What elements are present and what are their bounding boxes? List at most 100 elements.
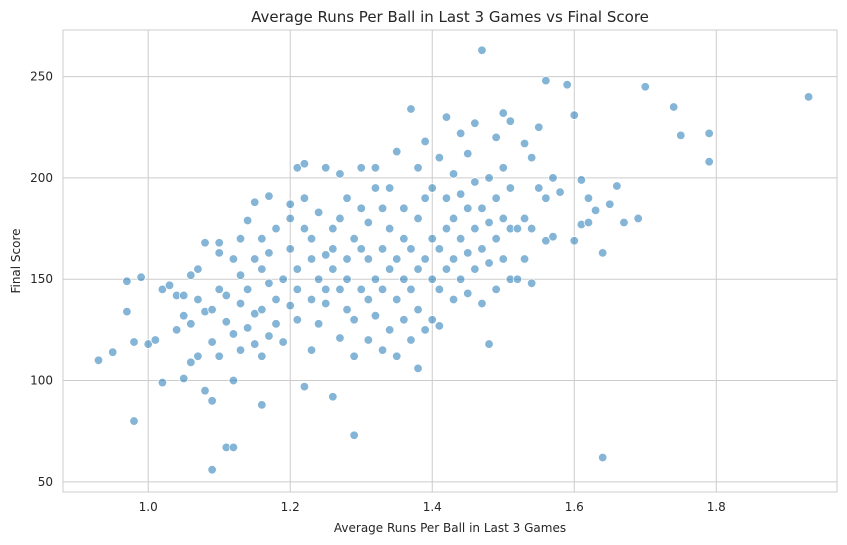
data-point <box>242 323 253 333</box>
data-point <box>448 254 459 264</box>
y-tick-label: 150 <box>30 272 53 286</box>
data-point <box>349 234 359 244</box>
data-point <box>250 339 260 349</box>
data-point <box>207 396 217 406</box>
data-point <box>477 298 487 309</box>
data-point <box>321 298 331 309</box>
data-point <box>250 254 260 264</box>
data-point <box>420 193 430 203</box>
data-point <box>534 122 544 132</box>
data-point <box>306 254 317 264</box>
data-point <box>264 278 274 288</box>
data-point <box>235 345 246 355</box>
data-point <box>427 274 437 284</box>
data-point <box>342 274 352 284</box>
data-point <box>498 254 508 264</box>
data-point <box>427 234 437 244</box>
data-point <box>285 213 295 224</box>
data-point <box>612 181 622 191</box>
data-point <box>235 234 246 244</box>
data-point <box>321 284 331 295</box>
data-point <box>342 193 352 203</box>
data-point <box>477 203 487 214</box>
data-point <box>228 375 239 386</box>
x-tick-label: 1.8 <box>707 500 726 514</box>
data-point <box>193 351 203 361</box>
data-point <box>335 213 345 224</box>
data-point <box>313 319 324 329</box>
data-point <box>200 238 210 248</box>
y-tick-label: 50 <box>38 475 53 489</box>
data-point <box>470 118 480 128</box>
data-point <box>448 169 459 179</box>
data-point <box>356 284 366 295</box>
data-point <box>370 163 381 173</box>
data-point <box>257 264 267 274</box>
data-point <box>491 132 501 143</box>
data-point <box>342 254 352 264</box>
data-point <box>370 311 381 321</box>
data-point <box>157 284 168 295</box>
data-point <box>413 363 423 374</box>
data-point <box>271 319 281 329</box>
data-point <box>122 276 132 286</box>
data-point <box>434 152 445 163</box>
data-point <box>93 355 104 365</box>
data-point <box>363 217 374 228</box>
data-point <box>441 193 452 203</box>
data-point <box>406 335 416 345</box>
data-point <box>441 264 452 274</box>
data-point <box>420 136 430 147</box>
data-point <box>640 82 650 92</box>
data-point <box>335 284 345 295</box>
data-point <box>484 173 494 183</box>
data-point <box>562 80 572 90</box>
data-point <box>257 304 267 315</box>
data-point <box>328 392 338 402</box>
data-point <box>157 377 168 388</box>
data-point <box>349 315 359 325</box>
data-point <box>299 381 310 392</box>
data-point <box>470 223 480 234</box>
data-point <box>193 294 203 305</box>
data-point <box>434 244 445 254</box>
data-point <box>541 236 551 246</box>
data-point <box>335 333 345 343</box>
data-point <box>179 311 189 321</box>
data-point <box>569 110 579 120</box>
data-point <box>491 284 501 295</box>
data-point <box>250 197 260 207</box>
data-point <box>427 315 437 325</box>
data-point <box>434 284 445 295</box>
data-point <box>164 280 175 291</box>
data-point <box>704 128 714 139</box>
data-point <box>257 400 267 410</box>
data-point <box>455 189 466 199</box>
data-point <box>455 128 466 139</box>
data-point <box>193 264 203 274</box>
data-point <box>179 290 189 301</box>
data-point <box>399 315 409 325</box>
data-point <box>271 223 281 234</box>
data-point <box>505 116 516 126</box>
x-tick-label: 1.0 <box>139 500 158 514</box>
data-point <box>392 294 402 305</box>
data-point <box>370 183 381 193</box>
data-point <box>349 430 359 440</box>
data-point <box>377 345 388 355</box>
data-point <box>299 159 310 169</box>
data-point <box>292 315 303 325</box>
data-point <box>448 213 459 224</box>
data-point <box>214 351 224 361</box>
data-point <box>377 203 388 214</box>
data-point <box>548 173 558 183</box>
data-point <box>292 284 303 295</box>
data-point <box>207 465 217 475</box>
data-point <box>264 191 274 201</box>
y-axis-label: Final Score <box>9 228 23 293</box>
data-point <box>384 325 395 335</box>
data-point <box>299 223 310 234</box>
data-point <box>406 284 416 295</box>
data-point <box>526 278 537 288</box>
data-point <box>356 244 366 254</box>
